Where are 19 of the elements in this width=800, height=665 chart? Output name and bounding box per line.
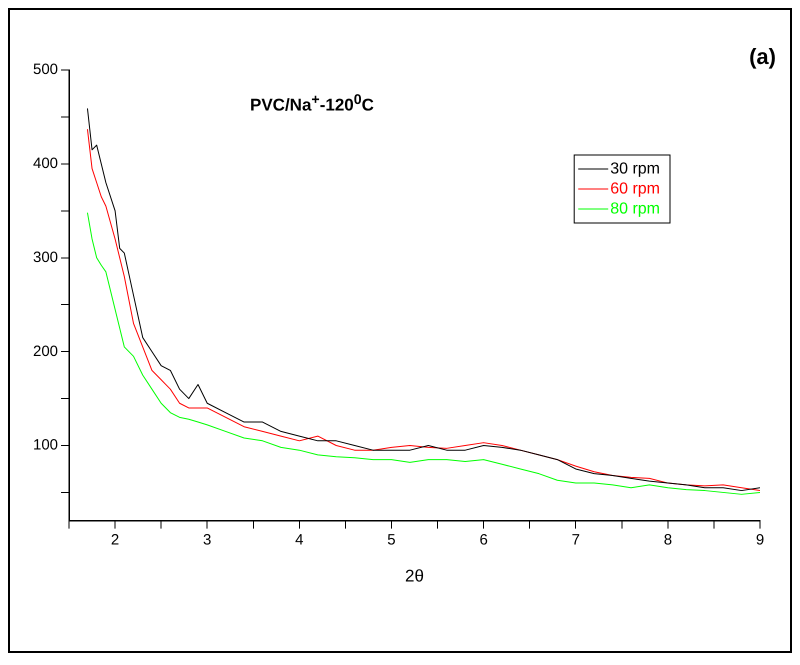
y-tick-label: 400 <box>32 155 58 172</box>
legend-label: 80 rpm <box>610 200 660 218</box>
x-tick-label: 6 <box>479 532 488 549</box>
x-tick-label: 9 <box>756 532 764 549</box>
y-tick-label: 500 <box>32 61 58 78</box>
x-tick-label: 8 <box>664 532 672 549</box>
x-axis-title: 2θ <box>405 566 424 586</box>
x-tick-label: 7 <box>572 532 580 549</box>
x-tick-label: 5 <box>387 532 396 549</box>
text: PVC/Na$^{+}$-120$^{0}$C <box>250 92 374 116</box>
x-tick-label: 4 <box>295 532 304 549</box>
legend-label: 60 rpm <box>610 180 660 198</box>
y-tick-label: 200 <box>32 342 58 360</box>
y-tick-label: 300 <box>32 248 58 266</box>
text: (a) <box>749 44 776 70</box>
x-tick-label: 2 <box>110 532 120 549</box>
y-tick-label: 100 <box>32 436 58 454</box>
legend-label: 30 rpm <box>610 160 660 178</box>
x-tick-label: 3 <box>203 532 212 549</box>
